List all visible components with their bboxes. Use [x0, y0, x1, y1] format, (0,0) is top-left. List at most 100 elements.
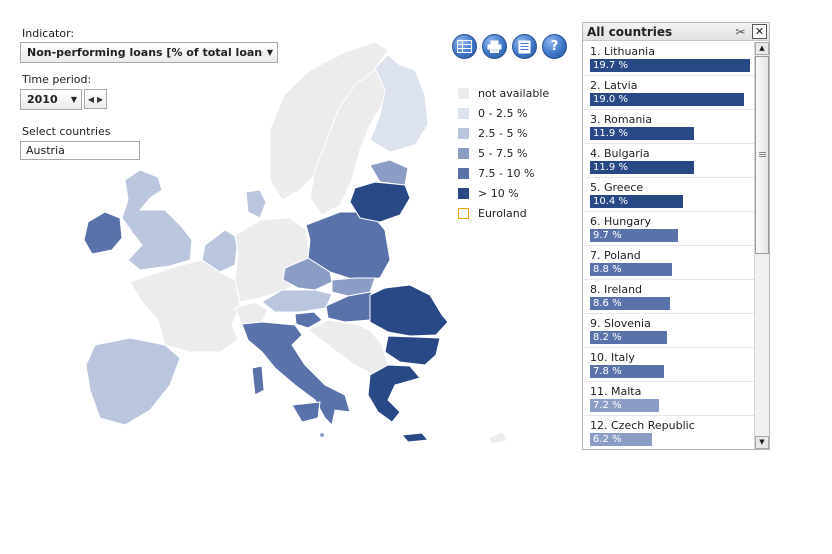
map-region-malta[interactable]: [319, 432, 325, 438]
country-rank-label: 12. Czech Republic: [590, 419, 695, 432]
value-bar: 6.2 %: [590, 433, 652, 446]
indicator-label: Indicator:: [22, 27, 75, 40]
map-region-cyprus[interactable]: [487, 431, 509, 445]
map-region-italy[interactable]: [241, 321, 351, 427]
indicator-select[interactable]: Non-performing loans [% of total loans] …: [20, 42, 278, 63]
map-region-denmark[interactable]: [245, 189, 267, 219]
list-item[interactable]: 11. Malta 7.2 %: [583, 382, 755, 416]
map-region-estonia[interactable]: [369, 159, 409, 186]
map-region-czech[interactable]: [282, 257, 333, 291]
print-icon: [487, 40, 502, 53]
period-select[interactable]: 2010 ▼: [20, 89, 82, 110]
legend-label: 0 - 2.5 %: [478, 106, 528, 120]
close-icon[interactable]: ✕: [752, 24, 767, 39]
legend-label: 7.5 - 10 %: [478, 166, 535, 180]
map-region-sardinia[interactable]: [251, 365, 265, 396]
legend-label: 2.5 - 5 %: [478, 126, 528, 140]
value-bar: 11.9 %: [590, 127, 694, 140]
legend-label: 5 - 7.5 %: [478, 146, 528, 160]
countries-panel: All countries ✂ ✕ 1. Lithuania 19.7 % 2. L…: [582, 22, 770, 450]
list-item[interactable]: 1. Lithuania 19.7 %: [583, 42, 755, 76]
data-table-icon: [518, 40, 531, 53]
value-bar: 8.2 %: [590, 331, 667, 344]
country-rank-label: 9. Slovenia: [590, 317, 651, 330]
scroll-down-icon[interactable]: ▼: [755, 436, 769, 449]
print-button[interactable]: [482, 34, 507, 59]
country-rank-label: 10. Italy: [590, 351, 635, 364]
map-region-latvia-lithuania[interactable]: [349, 181, 411, 223]
period-label: Time period:: [22, 73, 92, 86]
country-rank-label: 1. Lithuania: [590, 45, 655, 58]
list-scrollbar[interactable]: ▲ ▼: [754, 42, 769, 449]
legend-swatch: [458, 107, 469, 119]
map-region-iberia[interactable]: [85, 337, 181, 426]
panel-header: All countries ✂ ✕: [583, 23, 769, 41]
countries-label: Select countries: [22, 125, 111, 138]
europe-map[interactable]: [70, 40, 520, 450]
help-button[interactable]: ?: [542, 34, 567, 59]
list-item[interactable]: 2. Latvia 19.0 %: [583, 76, 755, 110]
list-item[interactable]: 7. Poland 8.8 %: [583, 246, 755, 280]
period-stepper[interactable]: ◀ ▶: [84, 89, 107, 109]
map-region-uk[interactable]: [121, 169, 193, 271]
map-region-balkans[interactable]: [307, 319, 389, 376]
list-item[interactable]: 5. Greece 10.4 %: [583, 178, 755, 212]
legend-label: not available: [478, 86, 550, 100]
chevron-down-icon: ▼: [266, 48, 274, 57]
map-region-switzerland[interactable]: [234, 301, 269, 325]
map-region-ireland[interactable]: [83, 211, 123, 255]
value-bar: 7.2 %: [590, 399, 659, 412]
value-bar: 8.8 %: [590, 263, 672, 276]
scroll-thumb[interactable]: [755, 56, 769, 254]
country-rank-label: 7. Poland: [590, 249, 641, 262]
value-bar: 19.7 %: [590, 59, 750, 72]
chevron-down-icon: ▼: [70, 95, 78, 104]
map-region-slovenia[interactable]: [294, 311, 323, 329]
legend-swatch: [458, 147, 469, 159]
map-legend: not available 0 - 2.5 % 2.5 - 5 % 5 - 7.5 %…: [458, 83, 549, 223]
countries-input[interactable]: Austria: [20, 141, 140, 160]
map-region-romania[interactable]: [369, 284, 449, 337]
list-item[interactable]: 12. Czech Republic 6.2 %: [583, 416, 755, 449]
country-rank-label: 11. Malta: [590, 385, 642, 398]
map-region-sweden[interactable]: [309, 69, 389, 216]
list-item[interactable]: 6. Hungary 9.7 %: [583, 212, 755, 246]
map-region-finland[interactable]: [369, 54, 429, 153]
country-rank-label: 6. Hungary: [590, 215, 651, 228]
excel-export-button[interactable]: [452, 34, 477, 59]
legend-item: 5 - 7.5 %: [458, 143, 549, 163]
data-table-button[interactable]: [512, 34, 537, 59]
map-region-france[interactable]: [129, 259, 241, 353]
legend-item: 2.5 - 5 %: [458, 123, 549, 143]
map-region-bulgaria[interactable]: [384, 335, 441, 366]
map-region-crete[interactable]: [400, 432, 430, 443]
list-item[interactable]: 8. Ireland 8.6 %: [583, 280, 755, 314]
map-region-austria[interactable]: [261, 289, 333, 313]
legend-swatch: [458, 127, 469, 139]
legend-item: Euroland: [458, 203, 549, 223]
map-region-germany[interactable]: [234, 217, 311, 303]
value-bar: 19.0 %: [590, 93, 744, 106]
country-list: 1. Lithuania 19.7 % 2. Latvia 19.0 % 3. Roma…: [583, 42, 755, 449]
pin-icon[interactable]: ✂: [735, 24, 746, 39]
excel-export-icon: [457, 40, 472, 53]
map-region-greece[interactable]: [367, 364, 421, 423]
list-item[interactable]: 10. Italy 7.8 %: [583, 348, 755, 382]
list-item[interactable]: 3. Romania 11.9 %: [583, 110, 755, 144]
legend-swatch: [458, 207, 469, 219]
map-region-sicily[interactable]: [291, 401, 321, 423]
country-rank-label: 5. Greece: [590, 181, 644, 194]
legend-item: 0 - 2.5 %: [458, 103, 549, 123]
list-item[interactable]: 9. Slovenia 8.2 %: [583, 314, 755, 348]
arrow-right-icon[interactable]: ▶: [97, 94, 104, 104]
panel-title: All countries: [587, 24, 673, 39]
legend-item: not available: [458, 83, 549, 103]
country-rank-label: 3. Romania: [590, 113, 653, 126]
scroll-up-icon[interactable]: ▲: [755, 42, 769, 55]
arrow-left-icon[interactable]: ◀: [87, 94, 94, 104]
legend-swatch: [458, 87, 469, 99]
legend-label: Euroland: [478, 206, 527, 220]
help-icon: ?: [550, 39, 559, 54]
value-bar: 9.7 %: [590, 229, 678, 242]
list-item[interactable]: 4. Bulgaria 11.9 %: [583, 144, 755, 178]
